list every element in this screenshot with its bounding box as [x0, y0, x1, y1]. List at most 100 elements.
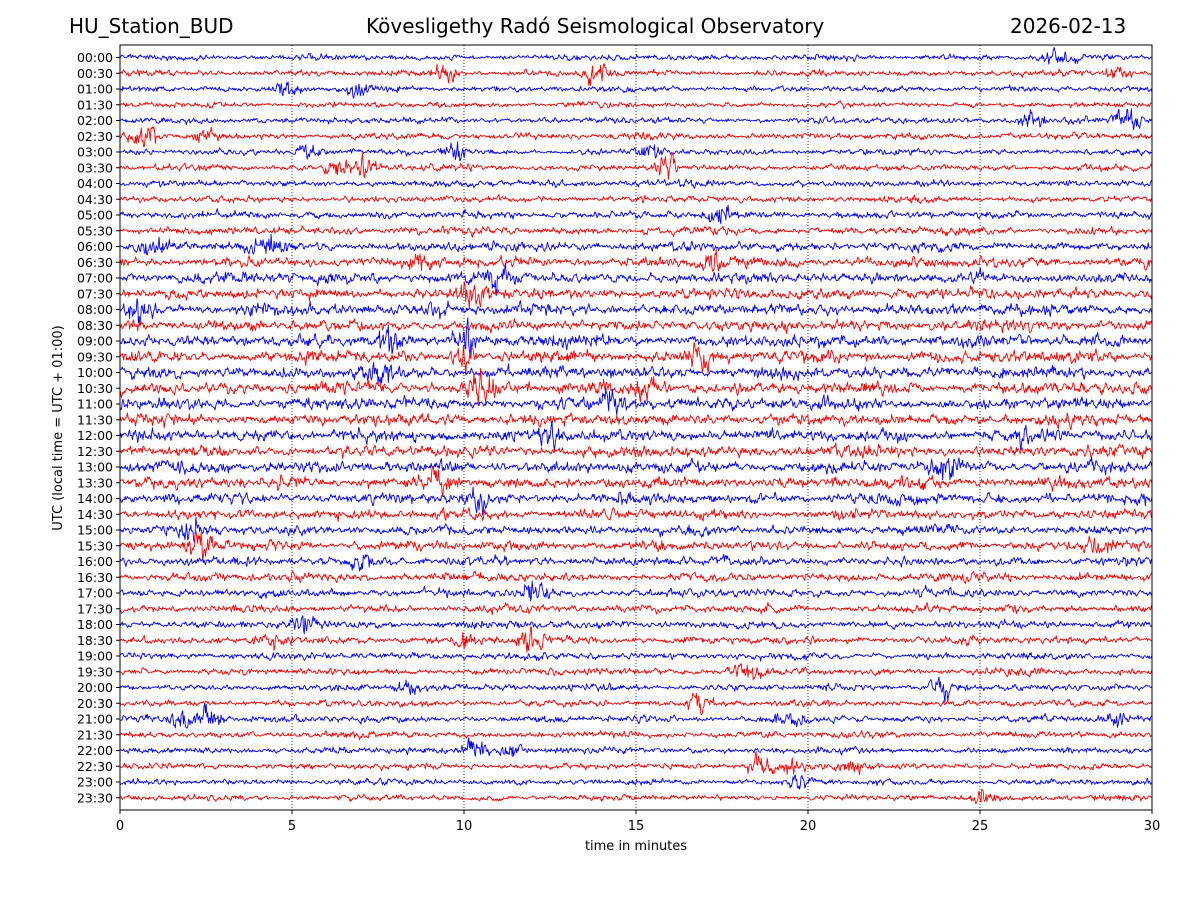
y-tick-label: 22:00 [77, 743, 113, 758]
trace-row [119, 46, 1153, 65]
trace-row [119, 387, 1153, 416]
trace-row [119, 676, 1153, 703]
y-tick-label: 23:30 [77, 790, 113, 805]
trace-row [119, 152, 1153, 180]
grid-lines [291, 45, 981, 810]
y-tick-label: 19:30 [77, 664, 113, 679]
y-tick-label: 11:30 [77, 412, 113, 427]
x-axis: 0 5 10 15 20 25 30 [116, 810, 1160, 834]
x-tick-label: 5 [288, 819, 296, 834]
trace-row [119, 788, 1153, 805]
trace-row [119, 281, 1153, 309]
y-tick-label: 10:00 [77, 365, 113, 380]
trace-row [119, 263, 1153, 296]
trace-row [119, 554, 1153, 572]
trace-row [119, 63, 1153, 87]
trace-row [119, 368, 1153, 407]
trace-row [119, 318, 1153, 335]
y-tick-label: 12:30 [77, 444, 113, 459]
trace-row [119, 225, 1153, 238]
trace-row [119, 774, 1153, 790]
y-tick-label: 21:30 [77, 727, 113, 742]
y-tick-label: 02:30 [77, 129, 113, 144]
y-tick-label: 03:30 [77, 160, 113, 175]
trace-row [119, 626, 1153, 653]
y-tick-label: 03:00 [77, 145, 113, 160]
y-tick-label: 00:30 [77, 66, 113, 81]
trace-row [119, 580, 1153, 602]
y-tick-label: 00:00 [77, 50, 113, 65]
y-tick-label: 16:00 [77, 554, 113, 569]
y-tick-label: 06:30 [77, 255, 113, 270]
y-axis-label: UTC (local time = UTC + 01:00) [51, 325, 66, 530]
trace-row [119, 100, 1153, 110]
y-tick-label: 13:30 [77, 475, 113, 490]
y-tick-label: 17:30 [77, 601, 113, 616]
trace-row [119, 663, 1153, 681]
trace-row [119, 81, 1153, 99]
trace-row [119, 737, 1153, 757]
y-tick-label: 01:30 [77, 97, 113, 112]
trace-row [119, 126, 1153, 148]
trace-row [119, 601, 1153, 616]
y-tick-label: 05:30 [77, 223, 113, 238]
trace-row [119, 298, 1153, 327]
trace-row [119, 486, 1153, 516]
trace-row [119, 362, 1153, 386]
trace-row [119, 615, 1153, 635]
y-tick-label: 14:30 [77, 507, 113, 522]
trace-row [119, 651, 1153, 662]
trace-row [119, 178, 1153, 189]
date-title: 2026-02-13 [1010, 14, 1127, 38]
y-tick-label: 14:00 [77, 491, 113, 506]
trace-row [119, 108, 1153, 131]
y-tick-label: 06:00 [77, 239, 113, 254]
x-tick-label: 0 [116, 819, 124, 834]
y-tick-label: 12:00 [77, 428, 113, 443]
trace-row [119, 507, 1153, 522]
y-tick-label: 10:30 [77, 381, 113, 396]
x-tick-label: 25 [972, 819, 989, 834]
x-tick-label: 30 [1144, 819, 1161, 834]
y-tick-label: 15:30 [77, 538, 113, 553]
y-tick-label: 21:00 [77, 712, 113, 727]
y-tick-label: 23:00 [77, 775, 113, 790]
trace-row [119, 456, 1153, 481]
y-tick-label: 02:00 [77, 113, 113, 128]
y-tick-label: 09:00 [77, 334, 113, 349]
observatory-title: Kövesligethy Radó Seismological Observat… [366, 14, 825, 38]
y-tick-label: 18:00 [77, 617, 113, 632]
trace-row [119, 442, 1153, 460]
trace-row [119, 420, 1153, 452]
x-tick-label: 15 [628, 819, 645, 834]
trace-row [119, 729, 1153, 741]
y-tick-label: 05:00 [77, 208, 113, 223]
x-tick-label: 10 [456, 819, 473, 834]
x-axis-label: time in minutes [585, 839, 687, 854]
y-tick-label: 15:00 [77, 523, 113, 538]
trace-row [119, 249, 1153, 272]
y-tick-label: 20:30 [77, 696, 113, 711]
trace-row [119, 233, 1153, 256]
trace-row [119, 204, 1153, 225]
y-tick-label: 18:30 [77, 633, 113, 648]
y-tick-label: 09:30 [77, 349, 113, 364]
y-tick-label: 11:00 [77, 397, 113, 412]
y-tick-label: 22:30 [77, 759, 113, 774]
trace-row [119, 317, 1153, 358]
trace-row [119, 412, 1153, 431]
y-tick-label: 19:00 [77, 649, 113, 664]
trace-row [120, 751, 1153, 776]
y-tick-label: 07:00 [77, 271, 113, 286]
trace-row [119, 516, 1153, 543]
y-tick-label: 01:00 [77, 82, 113, 97]
y-axis: 00:0000:3001:0001:3002:0002:3003:0003:30… [77, 50, 120, 805]
y-tick-label: 08:30 [77, 318, 113, 333]
y-tick-label: 16:30 [77, 570, 113, 585]
trace-group [119, 46, 1153, 805]
x-tick-label: 20 [800, 819, 817, 834]
y-tick-label: 07:30 [77, 286, 113, 301]
trace-row [119, 530, 1153, 560]
trace-row [119, 570, 1153, 585]
